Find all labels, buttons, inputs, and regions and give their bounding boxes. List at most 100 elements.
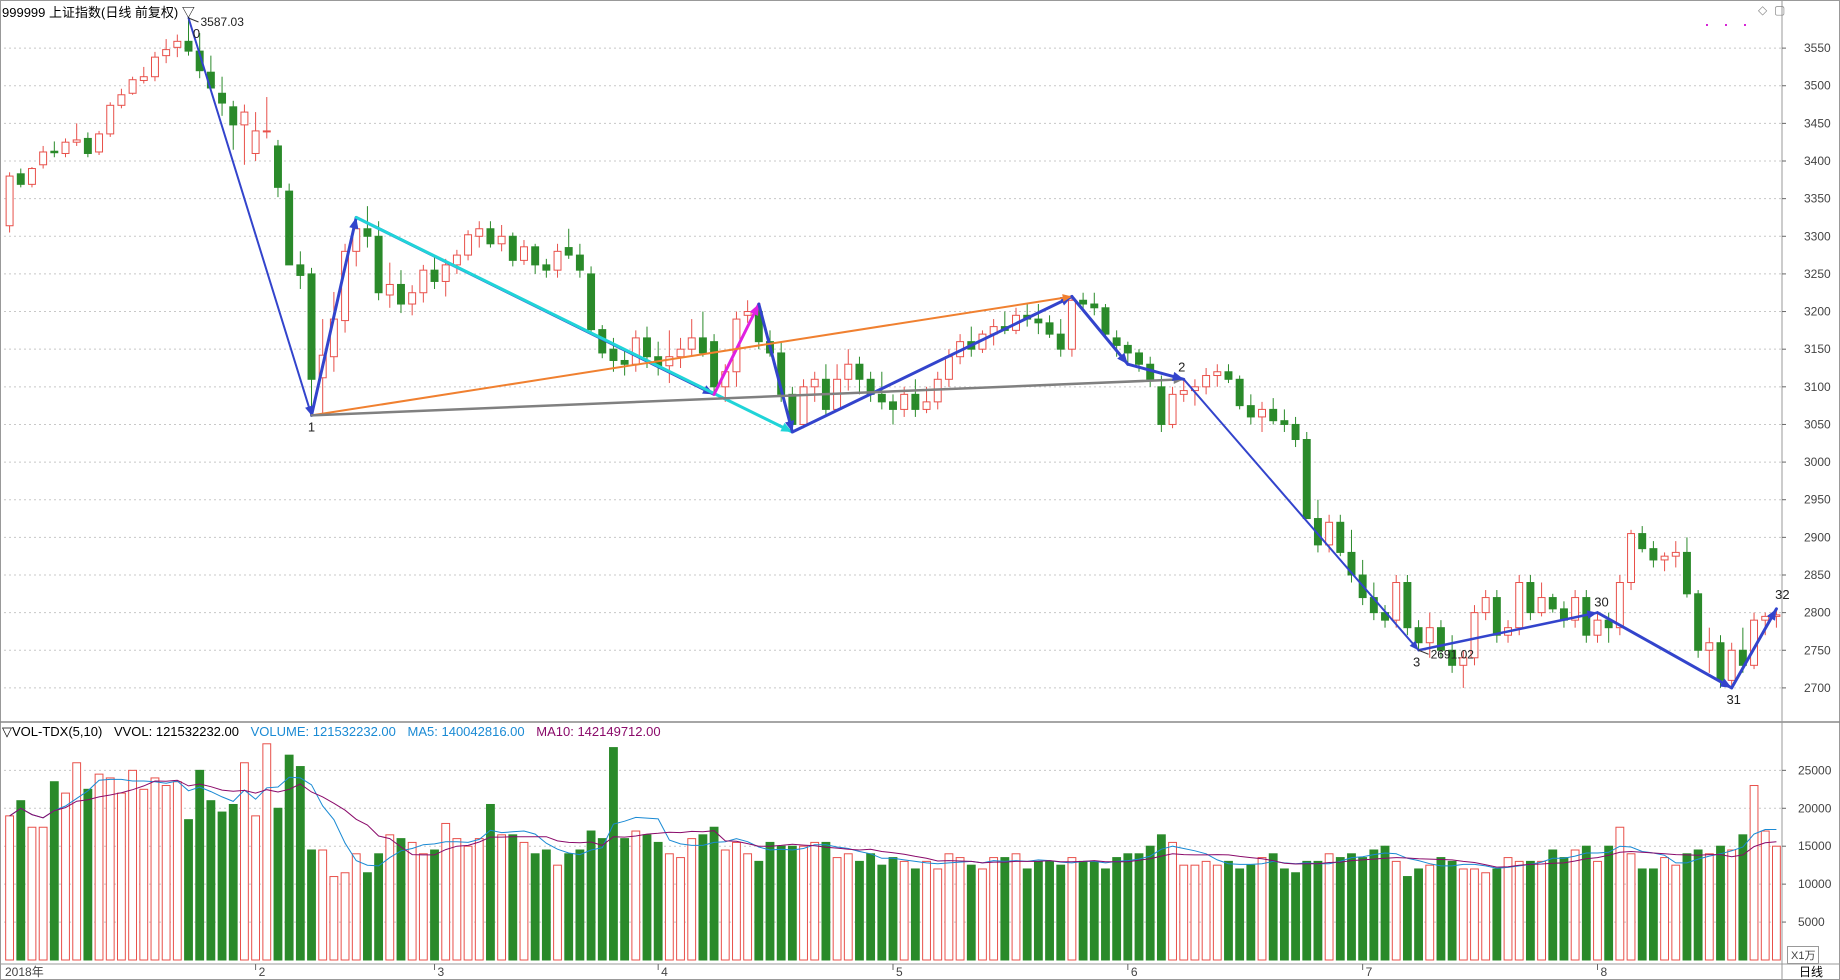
candle-body	[520, 246, 528, 261]
volume-bar	[810, 841, 820, 961]
candle	[564, 228, 573, 259]
volume-bar	[340, 872, 350, 961]
candle	[1235, 375, 1244, 410]
candle-body	[296, 264, 305, 276]
volume-bar	[295, 766, 305, 961]
volume-bar	[61, 792, 70, 961]
candle	[889, 394, 897, 425]
candle	[710, 334, 719, 395]
candle-body	[631, 337, 640, 365]
wave-label: 3	[1413, 654, 1420, 669]
candle	[497, 224, 506, 252]
candle	[262, 97, 271, 139]
candle-body	[687, 337, 696, 350]
maximize-window-icon[interactable]: ▢	[1774, 3, 1786, 17]
volume-indicator-name[interactable]: ▽VOL-TDX(5,10)	[2, 724, 103, 739]
volume-bar	[1458, 868, 1468, 961]
volume-bar	[150, 777, 160, 961]
volume-bar	[1559, 857, 1569, 961]
candle	[967, 326, 976, 357]
volume-bar	[586, 830, 596, 961]
period-button[interactable]: 日线	[1799, 965, 1824, 979]
restore-window-icon[interactable]: ◇	[1758, 3, 1768, 17]
volume-bar	[575, 849, 585, 961]
candle-body	[397, 283, 405, 305]
volume-bar	[161, 785, 171, 961]
volume-bar	[195, 769, 205, 961]
volume-bar	[1067, 857, 1077, 961]
candle-body	[620, 359, 629, 365]
candle-body	[855, 363, 864, 380]
candle	[821, 364, 830, 417]
candle-body	[810, 378, 819, 388]
price-tick-label: 3400	[1804, 154, 1831, 168]
more-dots-icon[interactable]: · · ·	[1704, 14, 1752, 34]
candle	[1593, 612, 1602, 643]
volume-bar	[642, 834, 652, 961]
volume-bar	[1593, 860, 1602, 961]
candle-body	[542, 264, 551, 271]
candle-body	[218, 92, 227, 104]
candle	[654, 341, 663, 376]
wave-cyan-line	[354, 215, 794, 434]
volume-bar	[1503, 857, 1513, 961]
candle	[1101, 304, 1110, 338]
wave-c-d	[757, 302, 794, 434]
wave-2-3-head	[1409, 640, 1419, 651]
volume-bar	[676, 857, 685, 961]
volume-bar	[776, 845, 786, 961]
candle-body	[486, 228, 495, 245]
candle-body	[1515, 582, 1524, 629]
volume-bar	[1615, 826, 1625, 961]
candle-body	[128, 79, 137, 94]
candle-body	[587, 273, 596, 331]
candle	[1023, 304, 1032, 327]
ma5-value: MA5: 140042816.00	[407, 724, 525, 739]
candle	[1638, 526, 1647, 553]
month-label: 8	[1600, 965, 1607, 979]
candle	[1425, 612, 1434, 658]
candle	[430, 255, 439, 289]
candle	[1280, 409, 1289, 432]
candle	[1627, 529, 1636, 591]
month-label: 2	[259, 965, 266, 979]
volume-bar	[832, 857, 842, 961]
volume-bar	[1369, 849, 1379, 961]
candle	[475, 221, 484, 248]
wave-label: 2	[1178, 359, 1185, 374]
candle-body	[1705, 642, 1714, 651]
candle	[1045, 315, 1054, 338]
volume-tick-label: 15000	[1798, 839, 1832, 853]
candle-body	[1537, 597, 1546, 614]
candle-body	[72, 139, 81, 143]
price-tick-label: 3450	[1804, 116, 1831, 130]
candle	[285, 183, 294, 266]
candle-body	[374, 235, 383, 294]
candle	[117, 88, 126, 109]
wave-e-f-head	[1117, 352, 1128, 365]
wave-e-f	[1070, 294, 1130, 366]
candle	[855, 356, 864, 395]
volume-bar	[564, 853, 574, 961]
volume-bar	[1212, 864, 1222, 961]
volume-bar	[172, 781, 182, 961]
candle-body	[83, 137, 92, 154]
candle	[251, 112, 260, 162]
candle-body	[1235, 378, 1244, 407]
candle-body	[799, 386, 808, 425]
candle-body	[1112, 337, 1121, 346]
candlestick-series	[5, 18, 1781, 688]
volume-bar	[418, 853, 428, 961]
volume-bar	[1525, 860, 1535, 961]
candle	[1526, 574, 1535, 621]
chart-title[interactable]: 999999 上证指数(日线 前复权) ▽	[2, 5, 195, 20]
volume-bar	[1235, 868, 1245, 961]
candle-body	[643, 337, 651, 358]
volume-bar	[888, 857, 898, 961]
volume-bar	[240, 762, 249, 961]
candle	[1246, 394, 1255, 425]
volume-bar	[105, 777, 115, 961]
volume-bar	[765, 841, 775, 961]
candle	[441, 258, 450, 297]
